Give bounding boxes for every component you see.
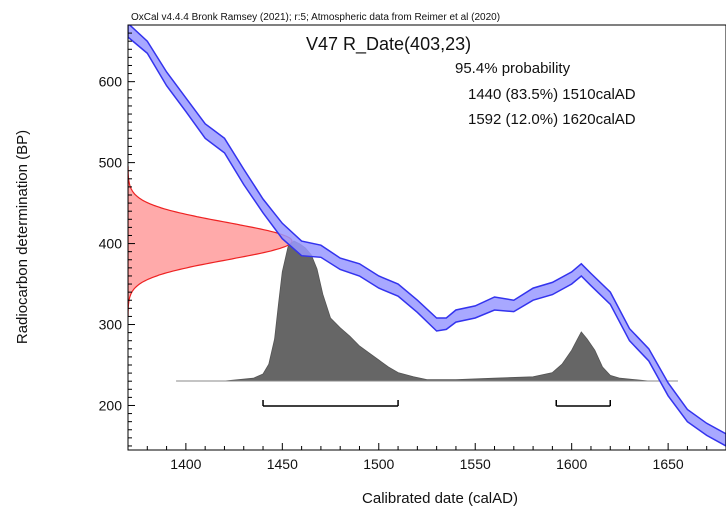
calibrated-distribution (176, 240, 678, 382)
plot-area (128, 25, 726, 447)
range-label-2: 1592 (12.0%) 1620calAD (468, 111, 636, 128)
x-axis-title: Calibrated date (calAD) (362, 490, 518, 507)
radiocarbon-distribution (128, 166, 293, 317)
x-tick-label: 1550 (460, 456, 491, 472)
y-tick-label: 200 (99, 397, 123, 413)
y-tick-label: 500 (99, 155, 123, 171)
y-tick-label: 600 (99, 74, 123, 90)
axes-frame (127, 24, 726, 451)
y-tick-label: 300 (99, 317, 123, 333)
x-tick-label: 1500 (363, 456, 394, 472)
y-axis-title: Radiocarbon determination (BP) (14, 130, 31, 344)
range-bracket-1 (262, 400, 399, 407)
calibration-curve-band (128, 25, 726, 447)
chart-header: OxCal v4.4.4 Bronk Ramsey (2021); r:5; A… (131, 12, 500, 23)
x-tick-label: 1650 (653, 456, 684, 472)
plot-content (128, 25, 726, 447)
probability-title: 95.4% probability (455, 60, 571, 77)
range-bracket-2 (555, 400, 612, 407)
x-tick-label: 1400 (170, 456, 201, 472)
chart-title: V47 R_Date(403,23) (306, 34, 471, 55)
y-tick-label: 400 (99, 236, 123, 252)
x-tick-label: 1450 (267, 456, 298, 472)
range-label-1: 1440 (83.5%) 1510calAD (468, 86, 636, 103)
x-tick-label: 1600 (556, 456, 587, 472)
ticks: 1400 1450 1500 1550 1600 1650 200 300 400 500 600 (99, 24, 726, 472)
